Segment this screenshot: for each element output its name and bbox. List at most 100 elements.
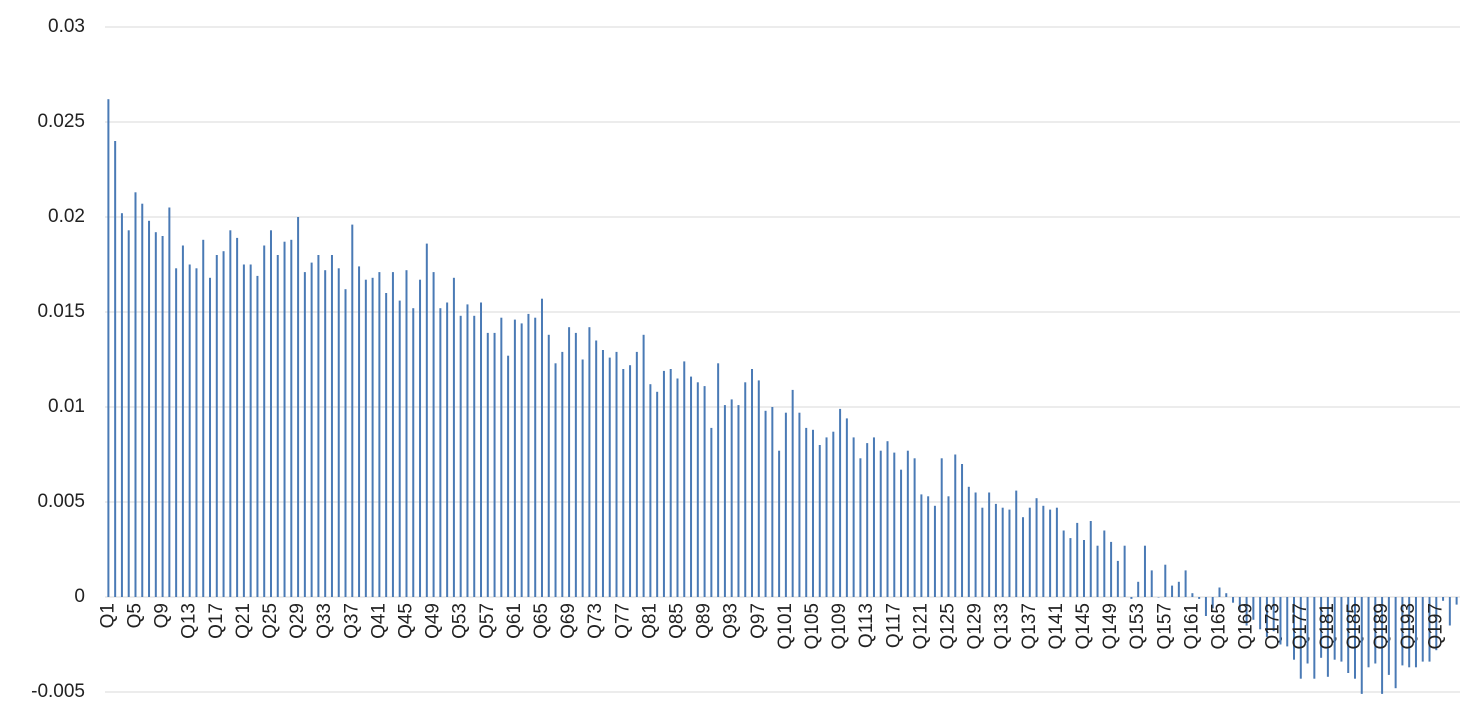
bar [1008,509,1011,597]
x-tick-label: Q49 [423,603,444,639]
bar [1103,530,1106,597]
bar [872,437,875,597]
bar [1401,597,1404,666]
bar [994,503,997,597]
x-tick-label: Q57 [477,603,498,639]
x-tick-label: Q29 [287,603,308,639]
bar [1394,597,1397,689]
bar [175,268,178,597]
bar [391,272,394,597]
x-tick-label: Q161 [1181,603,1202,649]
bar [696,382,699,597]
x-tick-label: Q89 [694,603,715,639]
bar [310,262,313,597]
bar [656,391,659,597]
bar [778,450,781,597]
bar [974,492,977,597]
x-tick-label: Q141 [1046,603,1067,649]
bar [1211,597,1214,609]
bar [236,237,239,597]
bar [615,351,618,597]
bar [439,308,442,597]
y-tick-label: 0.015 [37,301,85,322]
x-tick-label: Q73 [585,603,606,639]
bar [520,323,523,597]
x-tick-label: Q129 [965,603,986,649]
bar [114,141,117,597]
bar [1293,597,1296,660]
bar [791,389,794,597]
bar [818,445,821,597]
bar [886,441,889,597]
bar [967,486,970,597]
bar [344,289,347,597]
bar [1184,570,1187,597]
bar [1455,597,1458,605]
bar [811,429,814,597]
bar [1259,597,1262,630]
bar [751,369,754,597]
bar [188,264,191,597]
bar [764,410,767,597]
bar [859,458,862,597]
bar [1069,538,1072,597]
bar [452,277,455,597]
bar [202,239,205,598]
bar [1265,597,1268,637]
bar [771,407,774,597]
x-tick-label: Q157 [1154,603,1175,649]
bar [690,376,693,597]
x-tick-label: Q193 [1398,603,1419,649]
bar [134,192,137,598]
bar [1414,597,1417,668]
bar [405,270,408,597]
x-tick-label: Q153 [1127,603,1148,649]
bar [141,203,144,597]
bar [900,469,903,597]
x-tick-label: Q21 [233,603,254,639]
bar [459,315,462,597]
bar [947,496,950,597]
bar [635,351,638,597]
bar [1340,597,1343,662]
bar [1015,490,1018,597]
bar [866,443,869,597]
y-tick-label: 0.02 [48,206,85,227]
x-tick-label: Q65 [531,603,552,639]
x-tick-label: Q97 [748,603,769,639]
bar [927,496,930,597]
x-tick-label: Q169 [1236,603,1257,649]
x-tick-label: Q109 [829,603,850,649]
bar [229,230,232,598]
bar [222,251,225,597]
bar [1421,597,1424,662]
bar [256,275,259,597]
bar [1049,509,1052,597]
bar [1428,597,1431,662]
x-tick-label: Q165 [1209,603,1230,649]
x-tick-label: Q133 [992,603,1013,649]
bar [1191,593,1194,597]
bar [276,255,279,597]
bar [1150,570,1153,597]
x-tick-label: Q189 [1371,603,1392,649]
bar [574,332,577,597]
bar [1116,560,1119,597]
bar [805,427,808,597]
bar [351,224,354,597]
bar [534,317,537,597]
bar [1347,597,1350,673]
x-tick-label: Q45 [396,603,417,639]
bar [297,217,300,597]
bar [249,264,252,597]
x-tick-label: Q185 [1344,603,1365,649]
bar [1164,564,1167,597]
bar [839,408,842,597]
bar [154,232,157,597]
x-tick-label: Q113 [856,603,877,648]
bar [554,363,557,597]
bar [1110,541,1113,597]
x-tick-label: Q61 [504,603,525,639]
y-tick-label: 0.025 [37,111,85,132]
